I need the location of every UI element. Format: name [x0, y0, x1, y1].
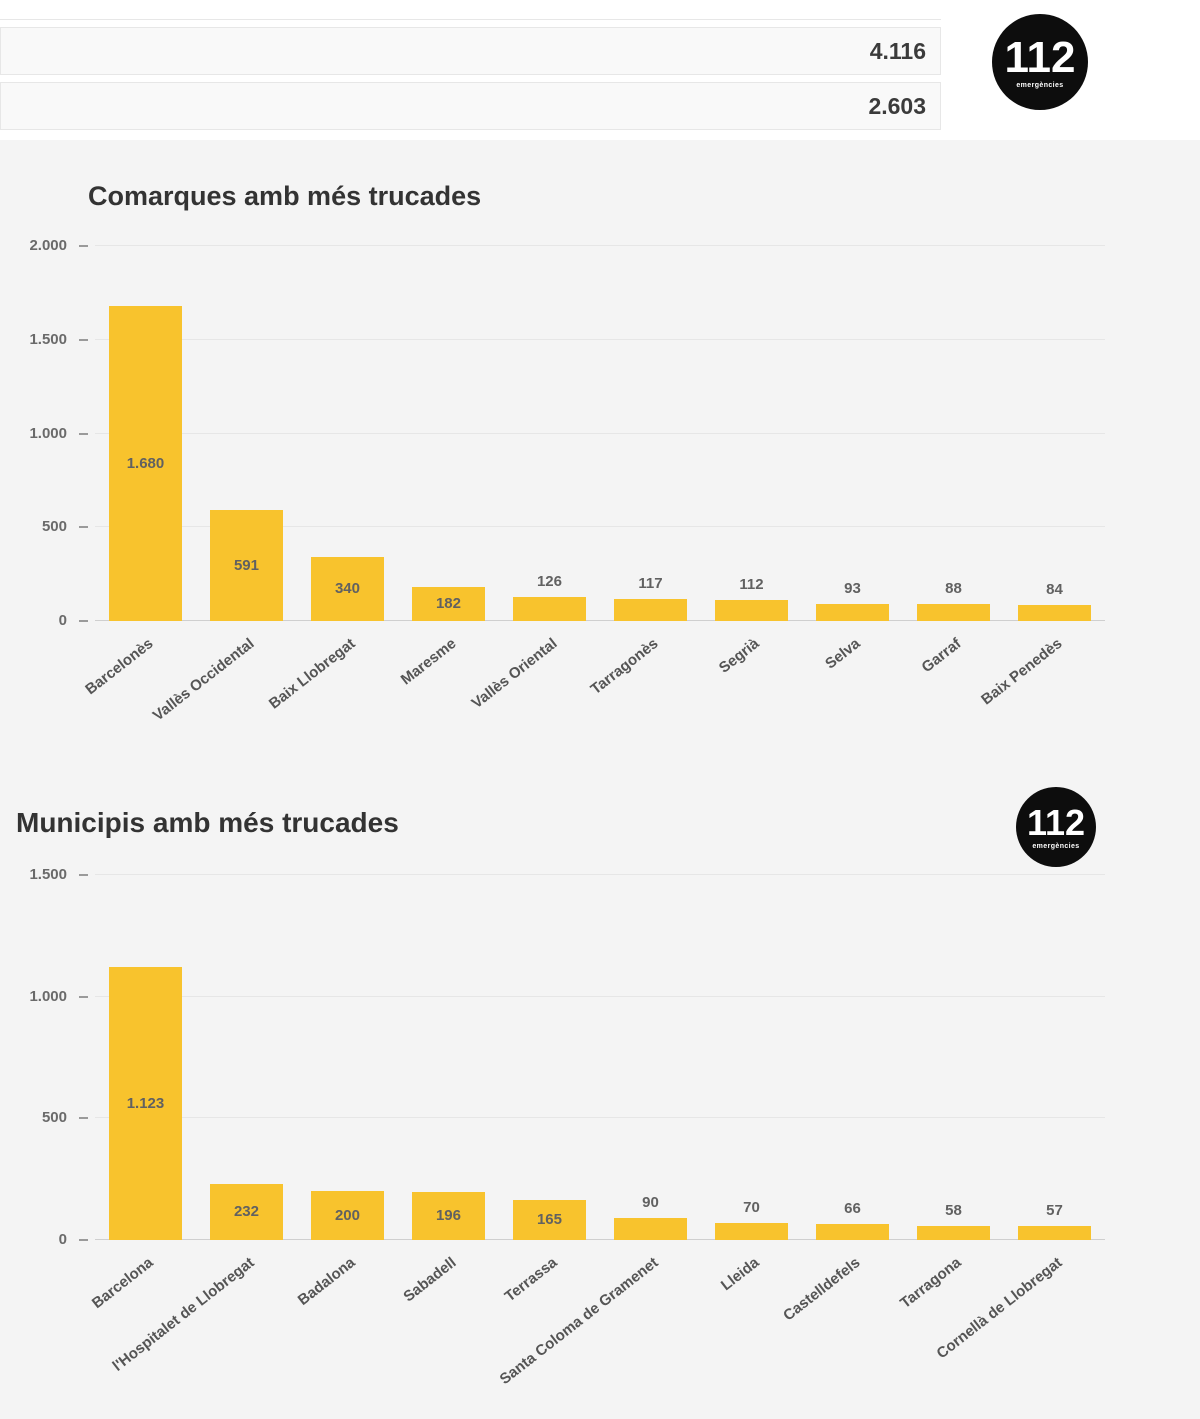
- bar[interactable]: [1018, 605, 1091, 621]
- y-axis-tick-label: 1.500: [29, 866, 67, 883]
- gridline: [95, 432, 1105, 434]
- bar[interactable]: [614, 599, 687, 621]
- bar-value-label: 591: [233, 556, 259, 574]
- header: 4.116 2.603 112 emergències: [0, 0, 1200, 140]
- bar-chart-comarques: 0 500 1.000 1.500 2.000 1.680 Barcelonès 591 Val…: [29, 237, 1105, 724]
- bar-value-label: 90: [642, 1194, 659, 1211]
- y-axis-tick-mark: [79, 245, 88, 247]
- bar[interactable]: [614, 1218, 687, 1240]
- bar[interactable]: [311, 1191, 384, 1240]
- chart-section-comarques: Comarques amb més trucades 0 500 1.000 1.50…: [0, 140, 1200, 791]
- table-cell-value: 2.603: [868, 92, 926, 119]
- table-row-partial: [0, 0, 941, 20]
- y-axis-tick-mark: [79, 338, 88, 341]
- bar-value-label: 126: [536, 573, 562, 590]
- bar-value-label: 200: [334, 1206, 360, 1224]
- bar-value-label: 165: [536, 1211, 562, 1228]
- table-cell-value: 4.116: [869, 37, 926, 64]
- bar-value-label: 196: [435, 1207, 461, 1224]
- gridline: [95, 620, 1105, 621]
- bar[interactable]: [1018, 1226, 1091, 1240]
- summary-table: 4.116 2.603: [0, 0, 941, 130]
- logo-caption: emergències: [1032, 842, 1080, 850]
- bar-value-label: 66: [844, 1200, 861, 1217]
- bar[interactable]: [816, 604, 889, 621]
- bar-value-label: 57: [1046, 1202, 1063, 1219]
- y-axis-tick-mark: [79, 432, 88, 435]
- chart-title: Comarques amb més trucades: [88, 181, 482, 211]
- gridline: [95, 338, 1105, 340]
- y-axis-tick-mark: [79, 1239, 88, 1241]
- bar[interactable]: [210, 1184, 283, 1240]
- bar-value-label: 1.680: [126, 454, 165, 472]
- bar[interactable]: [109, 306, 182, 621]
- y-axis-tick-label: 1.500: [29, 330, 67, 348]
- bar[interactable]: [715, 1223, 788, 1240]
- bar-value-label: 1.123: [126, 1094, 165, 1112]
- logo-number: 112: [1004, 32, 1076, 82]
- y-axis-tick-mark: [79, 1117, 88, 1120]
- gridline: [95, 874, 1105, 875]
- logo-number: 112: [1026, 801, 1086, 843]
- gridline: [95, 245, 1105, 246]
- y-axis-tick-label: 1.000: [29, 987, 67, 1005]
- emergency-112-logo: 112 emergències: [1016, 787, 1096, 867]
- chart-title: Municipis amb més trucades: [16, 807, 399, 838]
- bar-value-label: 84: [1046, 581, 1063, 598]
- bar-value-label: 88: [945, 580, 962, 597]
- logo-caption: emergències: [1016, 81, 1064, 89]
- bar[interactable]: [412, 1192, 485, 1240]
- y-axis-tick-mark: [79, 995, 88, 998]
- bar[interactable]: [210, 510, 283, 621]
- y-axis-tick-mark: [79, 526, 88, 529]
- y-axis-tick-label: 1.000: [29, 424, 67, 442]
- bar[interactable]: [917, 1226, 990, 1240]
- bar-value-label: 232: [233, 1203, 259, 1220]
- bar-chart-municipis: 0 500 1.000 1.500 1.123 Barcelona 232 l'Hospita…: [29, 866, 1105, 1388]
- y-axis-tick-label: 0: [58, 612, 67, 629]
- bar[interactable]: [513, 597, 586, 621]
- y-axis-tick-label: 500: [41, 1109, 67, 1127]
- bar-value-label: 112: [739, 576, 764, 593]
- y-axis-tick-label: 0: [58, 1231, 67, 1248]
- y-axis-tick-label: 2.000: [29, 237, 67, 254]
- bar[interactable]: [412, 587, 485, 621]
- y-axis-tick-mark: [79, 620, 88, 622]
- gridline: [95, 526, 1105, 528]
- chart-section-municipis: Municipis amb més trucades 112 emergènci…: [0, 787, 1200, 1388]
- y-axis-tick-label: 500: [41, 518, 67, 536]
- bar-value-label: 93: [844, 580, 861, 597]
- gridline: [95, 995, 1105, 997]
- gridline: [95, 1239, 1105, 1240]
- bar[interactable]: [513, 1200, 586, 1240]
- bar-value-label: 117: [638, 575, 663, 592]
- bar[interactable]: [311, 557, 384, 621]
- bar-value-label: 340: [334, 580, 360, 597]
- table-row: 2.603: [0, 82, 941, 130]
- bar[interactable]: [109, 967, 182, 1240]
- bar[interactable]: [715, 600, 788, 621]
- table-row: 4.116: [0, 27, 941, 75]
- emergency-112-logo: 112 emergències: [992, 14, 1088, 110]
- bar[interactable]: [816, 1224, 889, 1240]
- bar-value-label: 70: [743, 1199, 760, 1216]
- bar-value-label: 182: [435, 595, 461, 612]
- y-axis-tick-mark: [79, 874, 88, 876]
- bar[interactable]: [917, 604, 990, 621]
- gridline: [95, 1117, 1105, 1119]
- bar-value-label: 58: [945, 1202, 962, 1219]
